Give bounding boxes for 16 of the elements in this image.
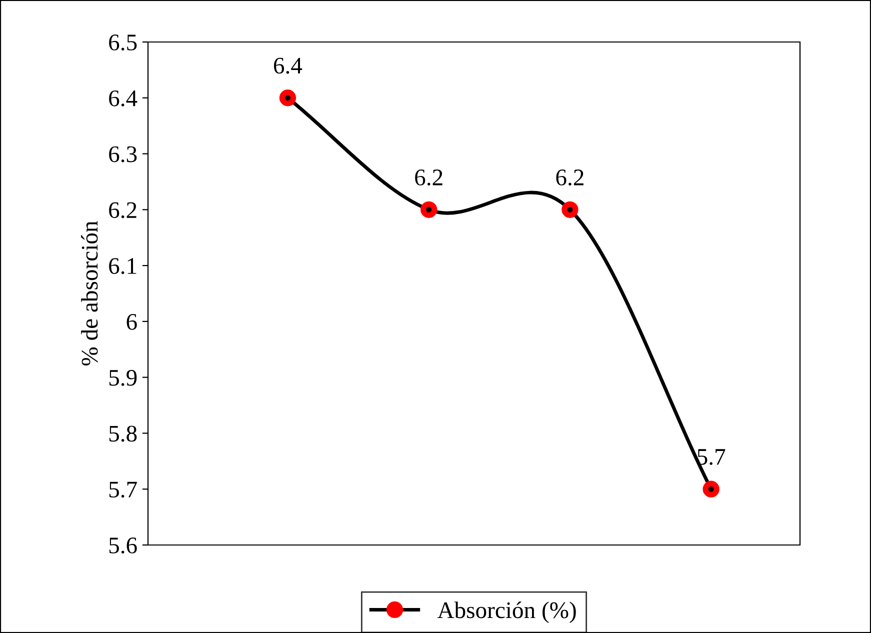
y-tick-label: 5.7 — [109, 482, 137, 498]
y-tick-label: 5.9 — [109, 370, 137, 386]
data-label: 5.7 — [698, 449, 726, 465]
y-tick-label: 5.6 — [109, 538, 137, 554]
data-label: 6.2 — [415, 170, 442, 186]
y-axis-title: % de absorción — [81, 221, 98, 366]
y-tick-label: 6.1 — [109, 258, 136, 274]
y-tick-label: 6 — [126, 314, 137, 330]
y-tick-label: 6.3 — [109, 146, 137, 162]
y-tick-label: 6.4 — [109, 90, 138, 106]
legend-label: Absorción (%) — [437, 602, 576, 624]
data-label: 6.4 — [274, 58, 302, 74]
y-tick-label: 6.5 — [109, 34, 137, 51]
y-tick-label: 6.2 — [109, 202, 136, 218]
y-tick-label: 5.8 — [109, 426, 137, 442]
data-label: 6.2 — [556, 170, 584, 186]
